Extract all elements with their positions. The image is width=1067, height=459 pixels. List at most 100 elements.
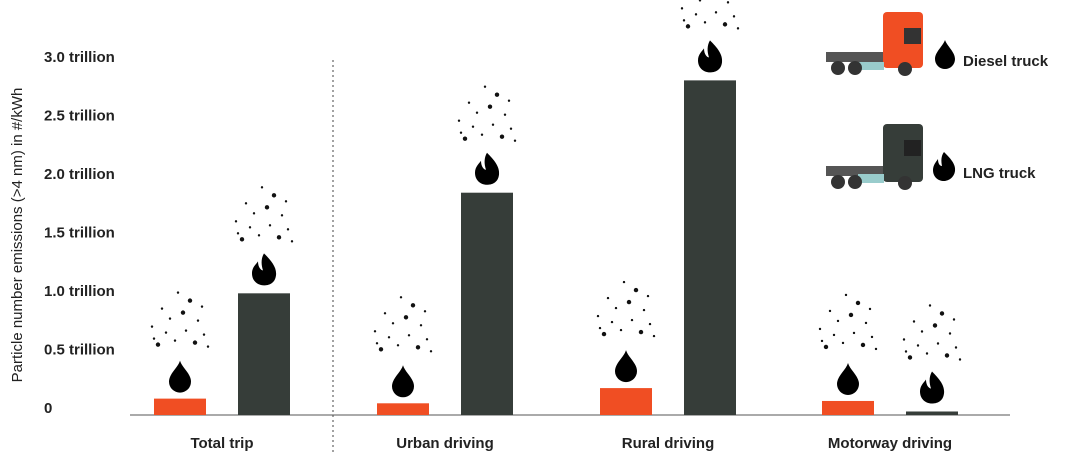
particle xyxy=(601,331,607,337)
y-tick-label: 2.5 trillion xyxy=(44,107,115,124)
particle xyxy=(155,342,161,347)
particle xyxy=(596,314,600,318)
bar xyxy=(238,293,290,415)
particle xyxy=(423,310,427,313)
particle xyxy=(680,7,684,10)
particle xyxy=(925,352,929,355)
bar xyxy=(906,411,958,415)
particle xyxy=(459,131,463,134)
particle xyxy=(419,324,423,327)
particle xyxy=(912,320,916,323)
particle xyxy=(152,337,156,340)
particle xyxy=(378,347,384,352)
diesel-truck-icon xyxy=(826,12,955,76)
particle xyxy=(904,350,908,353)
particle xyxy=(173,339,177,342)
particle xyxy=(457,119,461,122)
particle xyxy=(187,298,193,303)
particle xyxy=(823,344,829,350)
particle xyxy=(403,315,409,320)
particle xyxy=(870,335,874,339)
particle xyxy=(471,125,475,128)
particle xyxy=(874,347,878,351)
legend-label: Diesel truck xyxy=(963,53,1049,70)
particle xyxy=(864,321,868,325)
particle xyxy=(939,311,945,316)
particle xyxy=(948,332,952,335)
particle xyxy=(284,200,288,203)
particle xyxy=(952,318,956,321)
particle xyxy=(399,296,403,299)
x-tick-label: Total trip xyxy=(190,435,253,452)
particle xyxy=(429,350,433,353)
particle xyxy=(373,330,377,333)
particle xyxy=(860,342,866,348)
particle xyxy=(480,133,484,136)
particle xyxy=(290,240,294,243)
particle xyxy=(168,317,172,320)
particle xyxy=(383,312,387,315)
particle xyxy=(425,338,429,341)
y-tick-label: 0 xyxy=(44,400,52,417)
particle xyxy=(276,235,282,240)
particle xyxy=(236,232,240,235)
particle xyxy=(726,1,730,4)
particle xyxy=(375,342,379,345)
particle xyxy=(907,355,913,360)
particle xyxy=(415,345,421,350)
particle xyxy=(818,327,822,331)
particle xyxy=(698,0,702,2)
particle xyxy=(268,224,272,227)
bar xyxy=(377,403,429,415)
flame-icon xyxy=(920,371,945,404)
particle xyxy=(509,127,513,130)
flame-icon xyxy=(252,253,277,286)
particle xyxy=(286,228,290,231)
particle xyxy=(396,344,400,347)
particle xyxy=(828,309,832,313)
drop-icon xyxy=(392,365,414,398)
particle xyxy=(410,303,416,308)
drop-icon xyxy=(837,362,859,395)
particle xyxy=(714,11,718,14)
particle xyxy=(932,323,938,328)
particle xyxy=(475,111,479,114)
particle xyxy=(868,307,872,311)
particle xyxy=(638,329,644,335)
particle xyxy=(928,304,932,307)
particle xyxy=(682,19,686,22)
particle xyxy=(732,15,736,18)
particle xyxy=(902,338,906,341)
x-tick-label: Rural driving xyxy=(622,435,715,452)
particle xyxy=(916,344,920,347)
bar xyxy=(600,388,652,415)
particle xyxy=(685,24,691,29)
particle xyxy=(180,310,186,315)
particle xyxy=(820,339,824,343)
bar xyxy=(822,400,874,415)
particle xyxy=(257,234,261,237)
particle xyxy=(626,299,632,305)
particle xyxy=(836,319,840,323)
particle xyxy=(494,92,500,97)
particle xyxy=(642,308,646,312)
particle xyxy=(160,307,164,310)
particle xyxy=(844,293,848,297)
particle xyxy=(202,333,206,336)
particle xyxy=(499,134,505,139)
particle xyxy=(652,334,656,338)
particle xyxy=(487,104,493,109)
particle xyxy=(633,287,639,293)
particle xyxy=(184,329,188,332)
particle xyxy=(648,322,652,326)
particle xyxy=(610,320,614,324)
particle xyxy=(852,331,856,335)
particle xyxy=(391,322,395,325)
y-tick-label: 0.5 trillion xyxy=(44,341,115,358)
particle xyxy=(936,342,940,345)
bar xyxy=(154,398,206,415)
particle xyxy=(944,353,950,358)
drop-icon xyxy=(169,360,191,393)
particle xyxy=(491,123,495,126)
drop-icon xyxy=(615,350,637,383)
